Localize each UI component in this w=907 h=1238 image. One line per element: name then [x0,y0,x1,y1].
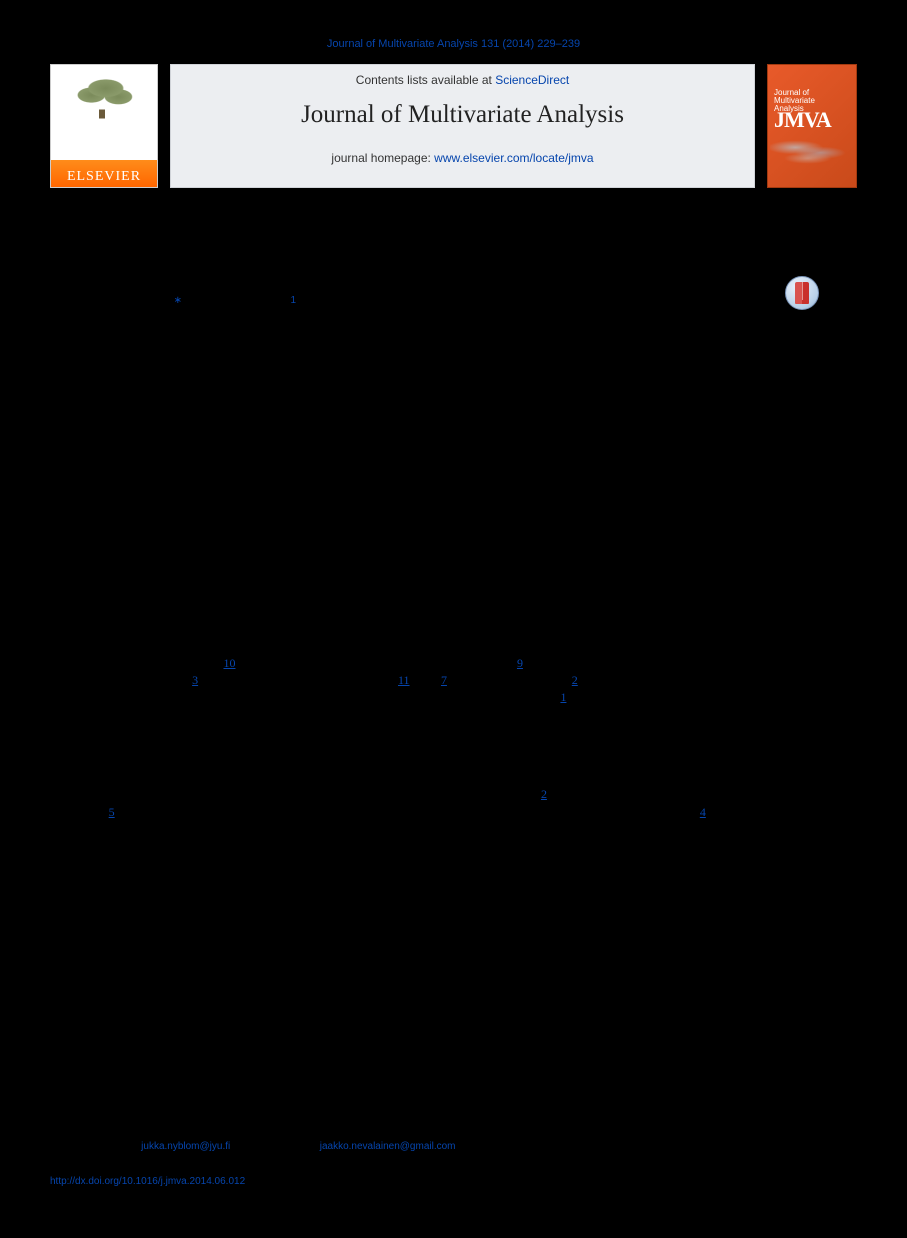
doi-link[interactable]: http://dx.doi.org/10.1016/j.jmva.2014.06… [50,1176,245,1187]
author-list: J.T. Kemppainen ∗, J.A. Nykänen 1 [50,295,857,314]
ams-heading: AMS 2010 subject classifications: [50,451,255,462]
equation-text: Iⱼ = |ξⱼ|², j = 1, 2. [68,765,157,780]
footnote-1: 1 Tel.: +358 40 8054045. [50,1152,830,1166]
elsevier-logo[interactable]: ELSEVIER [50,64,158,188]
author-sep: , [182,296,191,313]
text: ] among others. See also [ [447,673,572,687]
abstract-heading: ABSTRACT [285,369,857,380]
article-title: Representation and uniqueness for bounda… [50,222,730,277]
keywords-list: Photon counts Poisson distribution Thoma… [50,511,255,579]
rule [285,485,857,486]
email-2-who: (J.A. Nykänen). [456,1141,528,1152]
email-line: E-mail addresses: jukka.nyblom@jyu.fi (J… [50,1141,830,1152]
homepage-prefix: journal homepage: [331,151,434,165]
para-1: In their recent paper Nha et al. [10] co… [50,655,857,723]
received-date: Received 28 October 2013 [50,408,255,419]
info-abstract-row: ARTICLE INFO Article history: Received 2… [50,358,857,591]
text: In their recent paper Nha et al. [ [68,656,223,670]
author-2[interactable]: J.A. Nykänen [191,296,291,313]
running-head: Journal of Multivariate Analysis 131 (20… [50,38,857,50]
author-1[interactable]: J.T. Kemppainen [50,296,174,313]
email-1[interactable]: jukka.nyblom@jyu.fi [141,1141,230,1152]
citation-10[interactable]: 10 [223,656,235,670]
copyright-line: © 2014 Elsevier Inc. All rights reserved… [285,465,857,477]
rule [285,386,857,387]
para-2: To explain in brief the problem let us s… [50,726,857,760]
crossmark-badge[interactable] [785,276,819,310]
journal-homepage-link[interactable]: www.elsevier.com/locate/jmva [434,151,593,165]
cover-art-icon [770,133,854,169]
email-1-who: (J.T. Kemppainen), [230,1141,319,1152]
issn-copyright: 0047-259X/© 2014 Elsevier Inc. All right… [50,1187,830,1198]
journal-cover-thumbnail[interactable]: ​ Journal of Multivariate Analysis JMVA [767,64,857,188]
ams-secondary: secondary 62E15 [50,475,255,486]
corresponding-author-note: ∗ Corresponding author. [50,1126,830,1140]
text: ] and [ [410,673,441,687]
journal-title: Journal of Multivariate Analysis [301,101,624,129]
rule [50,388,255,389]
ams-block: AMS 2010 subject classifications: primar… [50,451,255,486]
para-3: If ξ₁ and ξ₂ are both complex Gaussian t… [50,786,857,837]
journal-homepage-line: journal homepage: www.elsevier.com/locat… [331,151,593,165]
text: ] that n₁ and n₂ are marginally Thomas d… [115,805,700,819]
elsevier-wordmark: ELSEVIER [51,169,157,185]
abstract-column: ABSTRACT We show that intensities of a p… [285,369,857,591]
available-date: Available online 11 July 2014 [50,419,255,430]
cover-abbrev: JMVA [774,107,831,133]
corr-text: Corresponding author. [57,1130,159,1141]
journal-header-box: Contents lists available at ScienceDirec… [170,64,755,188]
affiliation: Department of Mathematics and Statistics… [50,320,857,332]
rule [50,442,255,443]
contents-available-line: Contents lists available at ScienceDirec… [356,73,569,87]
article-history: Article history: Received 28 October 201… [50,397,255,430]
note1-text: Tel.: +358 40 8054045. [54,1155,159,1166]
contents-prefix: Contents lists available at [356,73,495,87]
article-info-column: ARTICLE INFO Article history: Received 2… [50,369,255,591]
citation-11[interactable]: 11 [398,673,410,687]
doi-line: http://dx.doi.org/10.1016/j.jmva.2014.06… [50,1176,830,1187]
text: ]). As references to these two papers se… [198,673,398,687]
abstract-text: We show that intensities of a pair of ph… [285,395,857,458]
section-1-heading: 1. Introduction [50,630,857,645]
text: ] confirm, following the idea of McCormi… [235,656,516,670]
author-2-note-mark[interactable]: 1 [291,295,297,306]
bookmark-icon [795,282,809,304]
email-2[interactable]: jaakko.nevalainen@gmail.com [320,1141,456,1152]
corresponding-mark[interactable]: ∗ [174,295,182,306]
section-1-body: In their recent paper Nha et al. [10] co… [50,655,857,838]
email-label: E-mail addresses: [58,1141,141,1152]
keywords-heading: Keywords: [50,498,255,509]
ams-primary: primary 62H10 [50,464,255,475]
publisher-banner: ELSEVIER Contents lists available at Sci… [50,64,857,188]
text: If ξ₁ and ξ₂ are both complex Gaussian t… [68,787,541,801]
sciencedirect-link[interactable]: ScienceDirect [495,73,569,87]
keywords-block: Keywords: Photon counts Poisson distribu… [50,498,255,579]
footnotes: ∗ Corresponding author. E-mail addresses… [50,1121,290,1198]
cover-issue-info: ​ [772,69,852,75]
article-info-heading: ARTICLE INFO [50,369,255,380]
section-rule [50,603,857,604]
corr-mark: ∗ [50,1126,57,1135]
elsevier-tree-icon [59,71,149,157]
display-equation: Iⱼ = |ξⱼ|², j = 1, 2. [68,764,857,782]
history-heading: Article history: [50,397,255,408]
